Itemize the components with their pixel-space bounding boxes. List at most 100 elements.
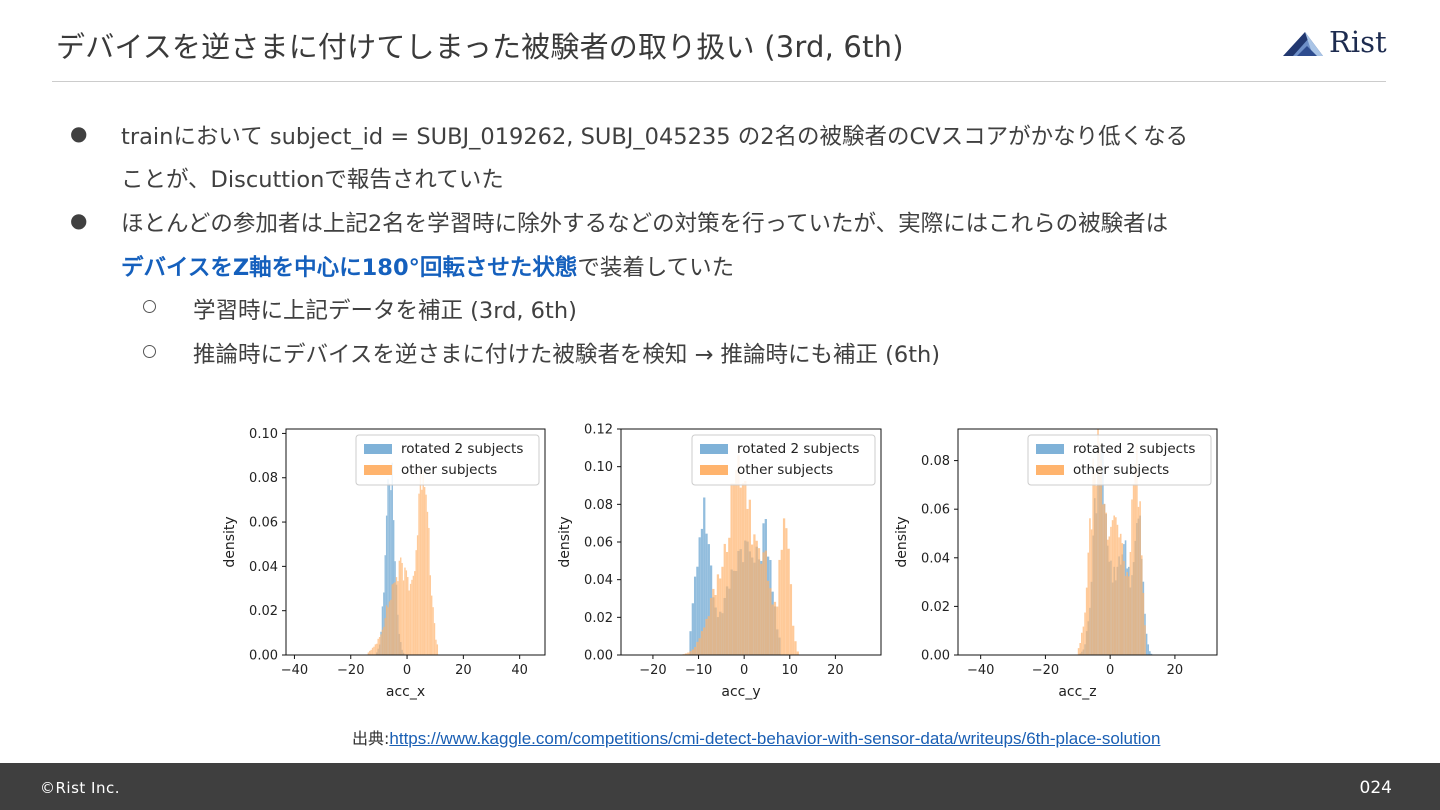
legend-swatch [1036,444,1064,454]
histogram-bar [1089,518,1091,655]
histogram-bar [725,551,729,655]
histogram-bar [405,570,408,655]
rist-logo: Rist [1283,25,1387,62]
histogram-bar [415,550,417,655]
histogram-bar [730,483,733,655]
sub-bullet-circle [143,300,156,313]
histogram-bar [1093,472,1096,655]
x-tick-label: 40 [511,663,528,678]
page-number: 024 [1359,778,1392,798]
y-axis-label: density [557,516,573,567]
legend-swatch [1036,465,1064,475]
histogram-bar [370,649,372,655]
histogram-bar [385,515,388,655]
histogram-bar [435,639,437,655]
page-title: デバイスを逆さまに付けてしまった被験者の取り扱い (3rd, 6th) [56,30,904,64]
histogram-bar [1090,529,1093,655]
histogram-bar [1087,552,1090,655]
y-tick-label: 0.06 [921,503,950,518]
chart-legend: rotated 2 subjects other subjects [355,434,540,486]
histogram-bar [737,455,740,655]
bullet-1-line-2: ことが、Discuttionで報告されていた [121,167,504,193]
histogram-bar [792,625,795,655]
histogram-bar [390,490,392,655]
histogram-bar [391,584,393,655]
histogram-bar [698,638,701,655]
histogram-bar [1108,536,1111,655]
histogram-bar [696,566,699,655]
sub-bullet-circle [143,345,156,358]
title-divider [52,81,1386,82]
histogram-bar [766,580,770,655]
y-tick-label: 0.08 [249,471,278,486]
histogram-bar [369,650,371,655]
histogram-bar [764,550,767,655]
histogram-bar [700,631,704,655]
x-tick-label: 20 [455,663,472,678]
histogram-bar [757,548,761,655]
series-bars-1 [367,465,439,655]
chart-legend: rotated 2 subjects other subjects [691,434,876,486]
series-bars-1 [682,455,799,655]
histogram-bar [789,584,793,655]
histogram-bar [388,601,391,655]
histogram-bar [1131,499,1133,655]
histogram-bar [1126,572,1128,655]
histogram-bar [744,480,747,655]
histogram-bar [383,592,385,655]
y-tick-label: 0.10 [584,460,613,475]
legend-label: other subjects [401,462,497,478]
y-tick-label: 0.04 [249,560,278,575]
histogram-bar [735,470,738,655]
y-tick-label: 0.10 [249,427,278,442]
legend-swatch [364,444,392,454]
histogram-bar [374,644,377,655]
histogram-bar [1118,537,1120,655]
plot-frame [285,428,546,656]
histogram-bar [787,548,790,655]
histogram-bar [1105,512,1107,655]
histogram-bar [383,626,385,655]
histogram-bar [432,607,434,655]
histogram-charts-svg: −40 −20 0 20 40 0.00 0.02 0.04 0.06 0.08 0.10 acc_x… [222,423,1218,700]
histogram-bar [1103,503,1106,655]
histogram-bar [705,533,708,655]
histogram-bar [780,549,783,655]
histogram-bar [703,497,706,655]
histogram-bar [1081,632,1083,655]
histogram-bar [401,562,403,655]
y-tick-label: 0.02 [921,600,950,615]
x-tick-label: −20 [639,663,666,678]
histogram-bar [755,540,758,655]
source-link[interactable]: https://www.kaggle.com/competitions/cmi-… [389,729,1161,748]
histogram-bar [1119,533,1122,655]
histogram-figures: −40 −20 0 20 40 0.00 0.02 0.04 0.06 0.08 0.10 acc_x… [210,420,1240,710]
histogram-bar [707,616,710,655]
footer-bar: ©Rist Inc. 024 [0,763,1440,810]
y-tick-label: 0.08 [921,454,950,469]
histogram-bar [425,494,427,655]
histogram-bar [1136,444,1138,655]
histogram-bar [785,528,788,655]
histogram-bar [422,471,424,655]
y-tick-label: 0.06 [249,516,278,531]
legend-swatch [700,444,728,454]
highlight-text: デバイスをZ軸を中心に180°回転させた状態 [121,255,578,281]
legend-label: rotated 2 subjects [737,441,859,457]
legend-label: other subjects [1073,462,1169,478]
histogram-bar [1095,485,1098,655]
histogram-bar [385,605,388,655]
histogram-bar [429,575,431,655]
histogram-bar [1134,463,1137,655]
histogram-bar [1111,520,1114,655]
y-tick-label: 0.00 [584,649,613,664]
histogram-bar [1145,633,1148,655]
histogram-bar [1132,483,1135,655]
histogram-bar [782,518,786,655]
x-axis-label: acc_y [721,684,760,700]
histogram-bar [721,566,724,655]
histogram-bar [1097,429,1099,655]
histogram-bar [705,619,708,655]
x-tick-label: −10 [685,663,712,678]
histogram-bar [400,557,402,655]
